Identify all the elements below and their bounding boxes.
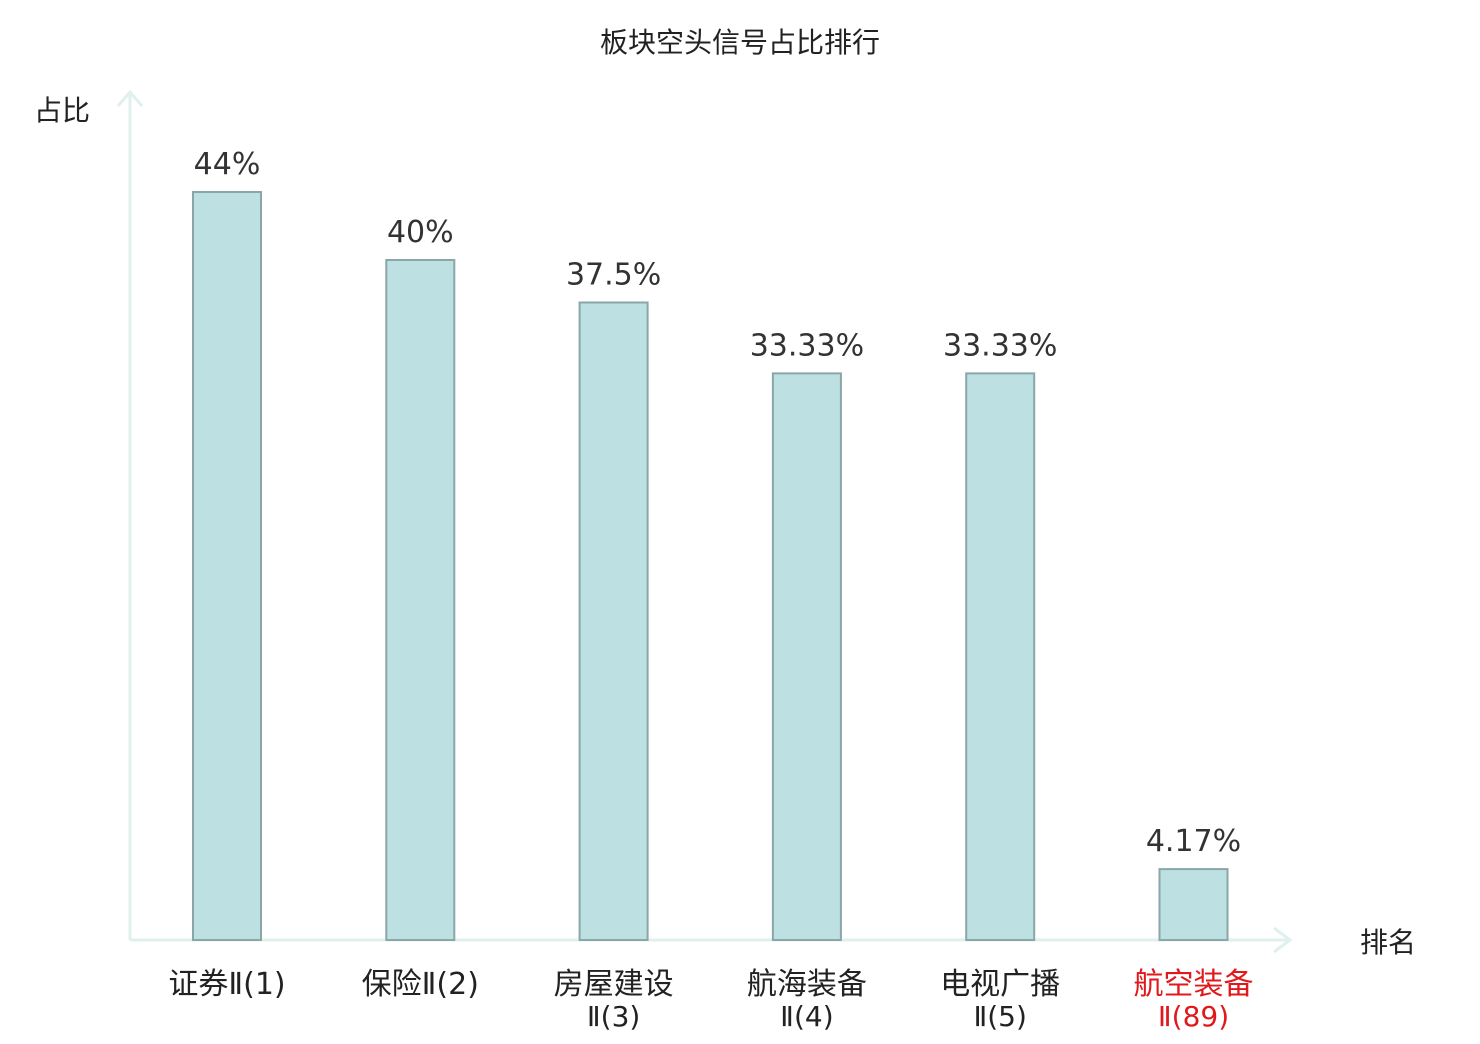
x-tick-label-2: 保险Ⅱ(2): [362, 967, 479, 1002]
x-tick-label-1: 证券Ⅱ(1): [168, 967, 285, 1002]
x-axis-label: 排名: [1360, 926, 1416, 959]
value-label-5: 33.33%: [943, 328, 1057, 363]
bar-2: [385, 259, 456, 941]
x-tick-label-3-rank: Ⅱ(3): [587, 1000, 640, 1033]
x-tick-label-3-name: 房屋建设: [554, 967, 674, 1002]
value-label-2: 40%: [387, 215, 454, 250]
value-labels-group: 44% 40% 37.5% 33.33% 33.33% 4.17%: [194, 147, 1242, 859]
y-axis-arrow-icon: [116, 89, 144, 107]
x-tick-label-5-rank: Ⅱ(5): [973, 1000, 1026, 1033]
bar-4: [771, 372, 842, 941]
y-axis-label: 占比: [34, 94, 90, 127]
bar-6: [1158, 868, 1229, 941]
bar-5: [965, 372, 1036, 941]
x-tick-label-6-name: 航空装备: [1134, 967, 1254, 1002]
x-axis-arrow-icon: [1273, 926, 1293, 954]
x-tick-label-4-rank: Ⅱ(4): [780, 1000, 833, 1033]
chart-title: 板块空头信号占比排行: [600, 26, 880, 59]
bars-group: [192, 191, 1229, 941]
bar-3: [578, 301, 649, 941]
value-label-1: 44%: [194, 147, 261, 182]
x-tick-label-6-rank: Ⅱ(89): [1158, 1000, 1229, 1033]
value-label-3: 37.5%: [566, 258, 661, 293]
x-tick-label-5-name: 电视广播: [940, 967, 1060, 1002]
value-label-4: 33.33%: [750, 328, 864, 363]
bar-1: [192, 191, 262, 941]
x-tick-label-4-name: 航海装备: [747, 967, 867, 1002]
value-label-6: 4.17%: [1146, 824, 1241, 859]
